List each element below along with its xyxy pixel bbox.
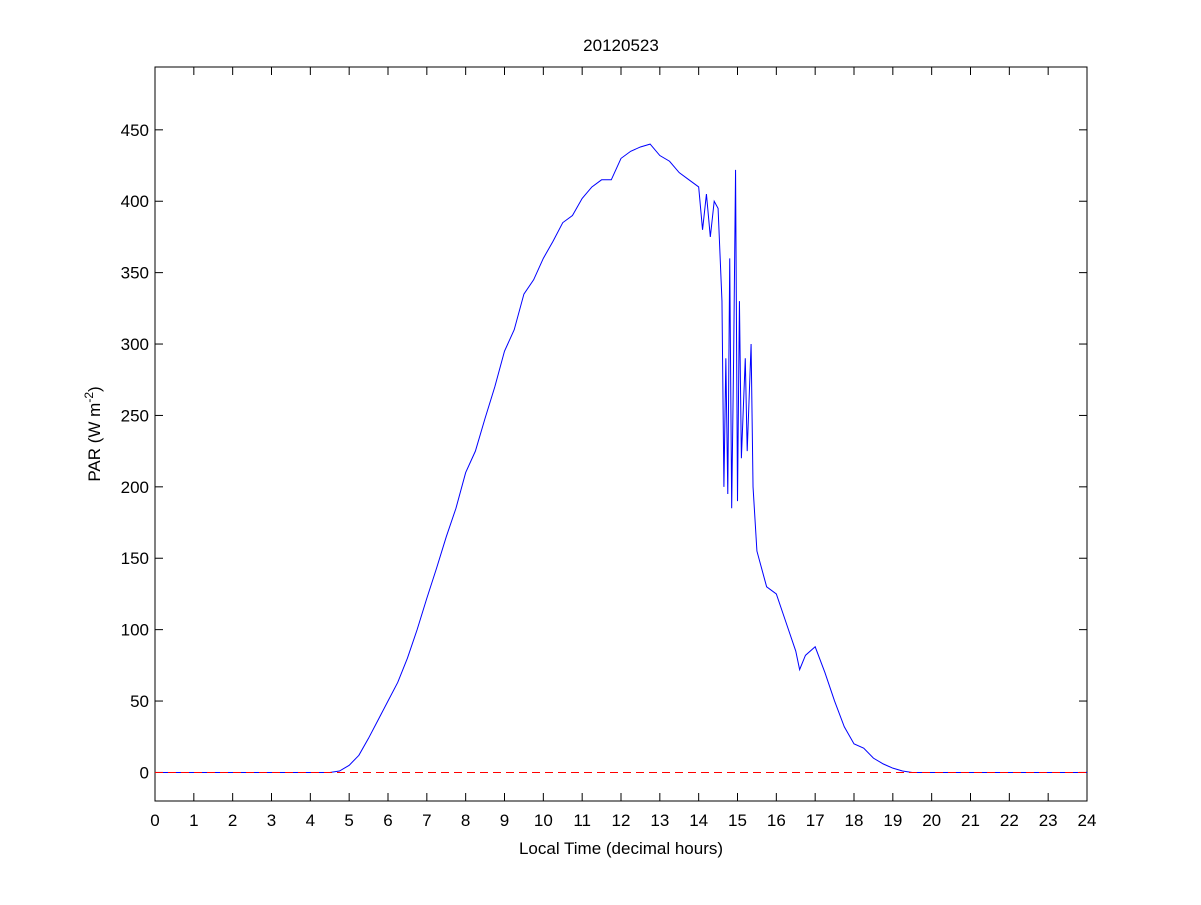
x-tick-label: 16 [767, 811, 786, 830]
y-label-sup: -2 [82, 392, 96, 403]
chart-title: 20120523 [583, 36, 659, 55]
x-tick-label: 1 [189, 811, 198, 830]
y-tick-label: 200 [121, 478, 149, 497]
data-line [155, 143, 1087, 773]
y-tick-label: 450 [121, 121, 149, 140]
x-tick-label: 6 [383, 811, 392, 830]
x-tick-label: 4 [306, 811, 315, 830]
y-tick-label: 300 [121, 335, 149, 354]
y-tick-label: 350 [121, 264, 149, 283]
x-tick-label: 18 [845, 811, 864, 830]
x-tick-label: 21 [961, 811, 980, 830]
y-tick-label: 100 [121, 621, 149, 640]
x-tick-label: 5 [344, 811, 353, 830]
x-tick-label: 14 [689, 811, 708, 830]
y-tick-label: 250 [121, 406, 149, 425]
x-tick-label: 17 [806, 811, 825, 830]
x-tick-label: 3 [267, 811, 276, 830]
y-tick-label: 0 [140, 763, 149, 782]
x-axis-label: Local Time (decimal hours) [519, 839, 723, 858]
y-label-suffix: ) [85, 386, 104, 392]
x-tick-label: 13 [650, 811, 669, 830]
x-tick-label: 10 [534, 811, 553, 830]
x-tick-label: 23 [1039, 811, 1058, 830]
x-tick-label: 2 [228, 811, 237, 830]
y-label-text: PAR (W m [85, 403, 104, 482]
y-tick-label: 150 [121, 549, 149, 568]
x-tick-label: 11 [573, 811, 591, 830]
x-tick-label: 0 [150, 811, 159, 830]
x-tick-label: 22 [1000, 811, 1019, 830]
y-tick-label: 400 [121, 192, 149, 211]
x-tick-label: 7 [422, 811, 431, 830]
x-tick-label: 9 [500, 811, 509, 830]
x-tick-label: 20 [922, 811, 941, 830]
y-axis-label: PAR (W m-2) [82, 386, 104, 481]
x-tick-label: 15 [728, 811, 747, 830]
y-tick-label: 50 [130, 692, 149, 711]
x-tick-label: 8 [461, 811, 470, 830]
x-tick-label: 19 [883, 811, 902, 830]
x-tick-label: 24 [1078, 811, 1097, 830]
x-tick-label: 12 [612, 811, 631, 830]
